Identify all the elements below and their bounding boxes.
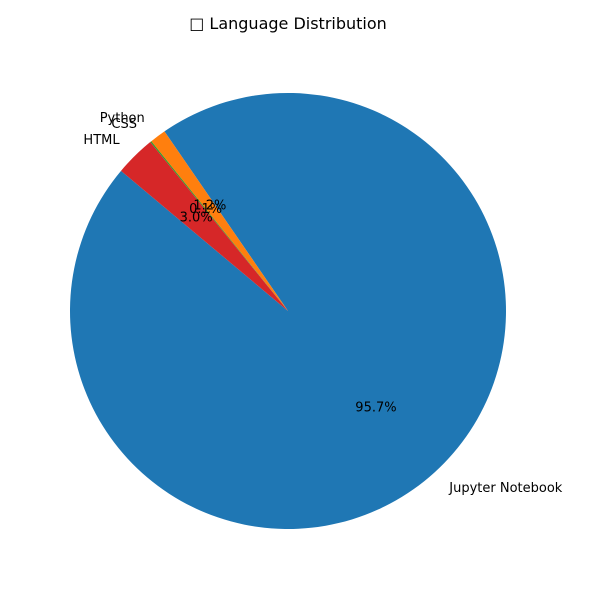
slice-percent-label: 95.7%: [355, 400, 396, 415]
pie-slice-jupyter-notebook: [69, 92, 507, 529]
chart-title: □ Language Distribution: [189, 14, 387, 33]
slice-percent-label: 1.2%: [193, 199, 226, 214]
pie-labels: Jupyter Notebook 95.7% Python 1.2% CSS 0.1% HT…: [83, 111, 562, 496]
slice-percent-label: 0.1%: [189, 202, 222, 217]
slice-label: Python: [100, 111, 145, 126]
pie-slice-python: [151, 131, 288, 311]
pie-slice-html: [121, 142, 288, 311]
pie-slices: [69, 92, 507, 529]
slice-label: CSS: [111, 117, 137, 132]
slice-percent-label: 3.0%: [180, 210, 213, 225]
slice-label: Jupyter Notebook: [448, 481, 563, 496]
slice-label: HTML: [83, 133, 120, 148]
pie-slice-css: [150, 141, 288, 311]
